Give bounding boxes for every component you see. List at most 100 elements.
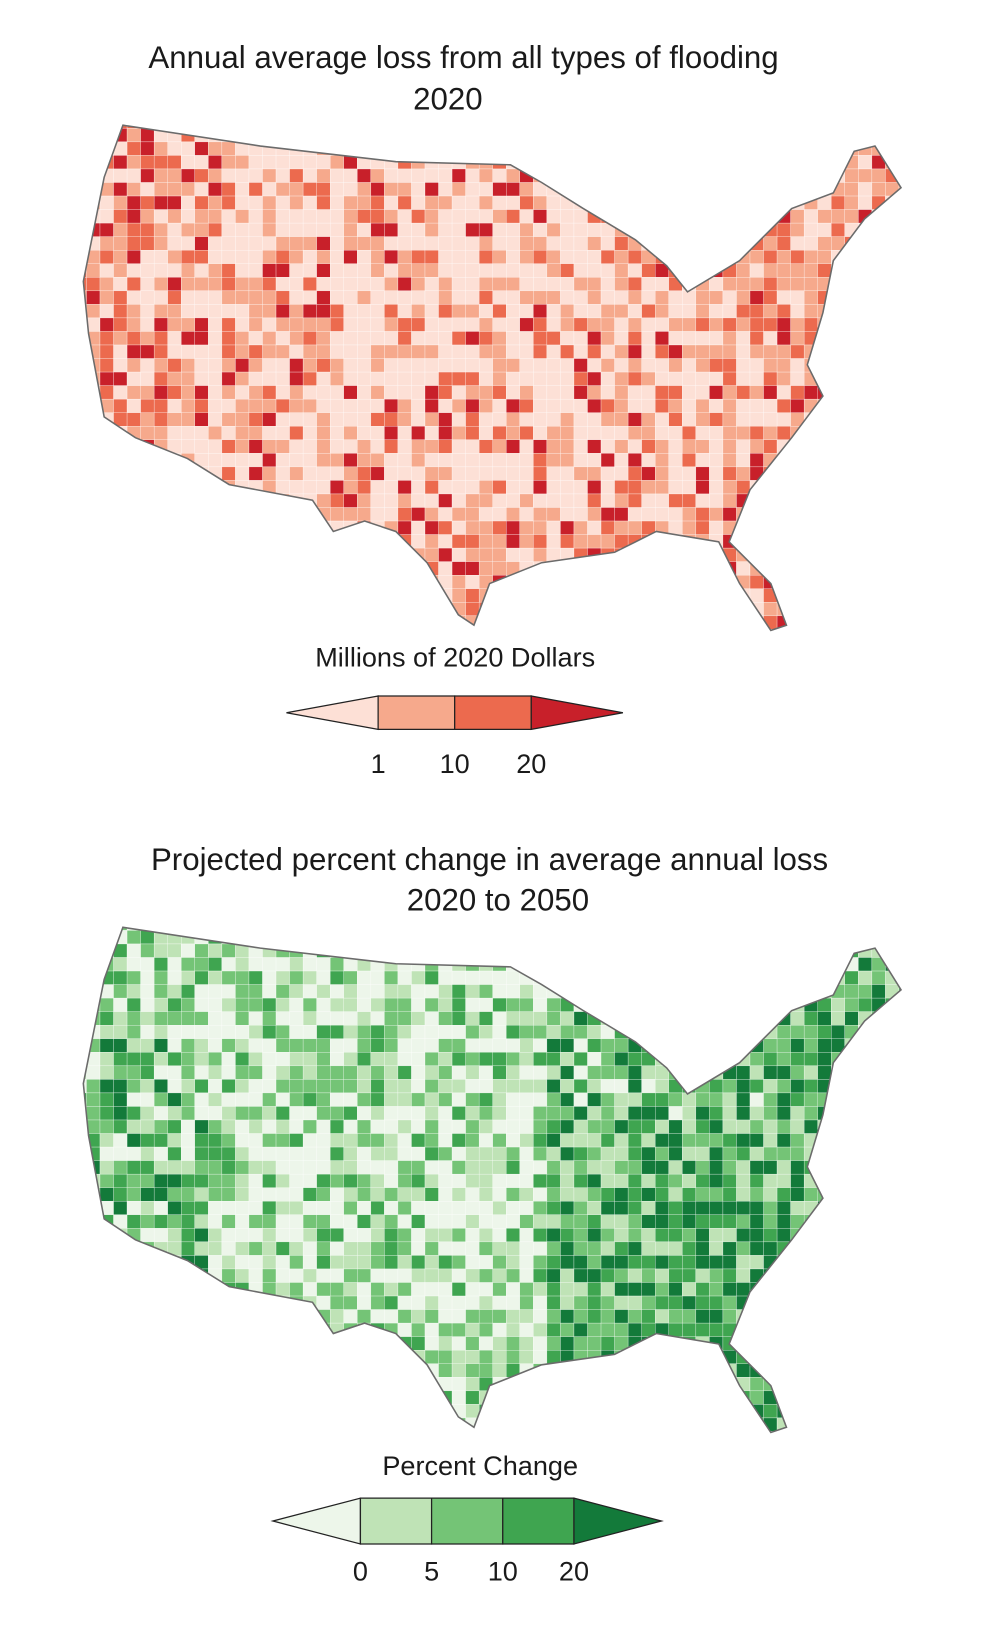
- county: [289, 588, 304, 603]
- county: [831, 290, 845, 305]
- county: [113, 520, 128, 535]
- county: [913, 115, 927, 129]
- county: [478, 439, 493, 454]
- county: [181, 615, 195, 630]
- county: [844, 371, 859, 386]
- county: [858, 1377, 873, 1392]
- county: [641, 534, 656, 549]
- county: [519, 195, 534, 210]
- county: [167, 182, 182, 197]
- county: [86, 1255, 101, 1270]
- county: [235, 1119, 250, 1134]
- county: [167, 466, 182, 481]
- county: [885, 222, 900, 237]
- county: [357, 1350, 372, 1364]
- county: [695, 412, 710, 427]
- county: [614, 943, 629, 958]
- county: [817, 943, 832, 958]
- county: [86, 1106, 101, 1121]
- county: [478, 615, 493, 630]
- county: [397, 250, 412, 264]
- county: [885, 1119, 900, 1134]
- county: [627, 439, 642, 454]
- county: [913, 128, 927, 142]
- county: [749, 125, 764, 129]
- county: [343, 1187, 358, 1202]
- county: [533, 1282, 548, 1297]
- county: [451, 1092, 466, 1107]
- county: [397, 1268, 412, 1283]
- county: [451, 1363, 466, 1378]
- county: [208, 575, 223, 589]
- county: [898, 344, 902, 359]
- county: [506, 1241, 520, 1256]
- county: [871, 1390, 886, 1405]
- county: [424, 588, 439, 603]
- county: [763, 304, 778, 319]
- county: [289, 1309, 304, 1324]
- county: [316, 1377, 331, 1392]
- county: [302, 1363, 317, 1378]
- county: [289, 997, 304, 1012]
- county: [913, 399, 927, 413]
- county: [750, 1445, 764, 1459]
- county: [302, 1106, 317, 1121]
- county: [858, 304, 873, 319]
- county: [235, 236, 250, 251]
- county: [898, 222, 902, 237]
- county: [641, 331, 656, 346]
- county: [290, 643, 304, 657]
- county: [384, 507, 399, 522]
- county: [451, 575, 466, 589]
- county: [898, 957, 902, 972]
- county: [858, 1255, 873, 1270]
- county: [302, 615, 317, 630]
- county: [424, 927, 439, 931]
- county: [885, 317, 900, 332]
- county: [546, 290, 561, 305]
- county: [885, 602, 900, 617]
- county: [831, 943, 845, 958]
- county: [126, 209, 141, 224]
- county: [844, 125, 859, 129]
- county: [167, 930, 182, 945]
- county: [113, 1201, 128, 1216]
- county: [844, 344, 859, 359]
- county: [533, 1390, 548, 1405]
- county: [275, 930, 290, 945]
- county: [86, 412, 101, 427]
- county: [709, 1187, 724, 1202]
- county: [451, 1255, 466, 1270]
- county: [248, 1025, 263, 1039]
- county: [478, 1295, 493, 1310]
- county: [736, 480, 751, 495]
- county: [397, 182, 412, 197]
- county: [384, 277, 399, 292]
- county: [181, 1146, 195, 1161]
- county: [587, 1390, 602, 1405]
- county: [126, 997, 141, 1012]
- county: [302, 1268, 317, 1283]
- county: [722, 1173, 737, 1188]
- county: [844, 168, 859, 183]
- county: [600, 1133, 615, 1148]
- county: [614, 250, 629, 264]
- county: [316, 1119, 331, 1134]
- county: [289, 629, 304, 631]
- county: [790, 385, 805, 400]
- county: [289, 984, 304, 999]
- county: [275, 331, 290, 346]
- county: [858, 1119, 873, 1134]
- county: [546, 575, 561, 589]
- county: [83, 1268, 87, 1283]
- county: [384, 371, 399, 386]
- county: [600, 480, 615, 495]
- county: [560, 1133, 575, 1148]
- county: [99, 602, 114, 617]
- county: [235, 970, 250, 985]
- county: [140, 344, 155, 359]
- county: [302, 930, 317, 945]
- county: [289, 1255, 304, 1270]
- county: [86, 943, 101, 958]
- county: [627, 128, 642, 143]
